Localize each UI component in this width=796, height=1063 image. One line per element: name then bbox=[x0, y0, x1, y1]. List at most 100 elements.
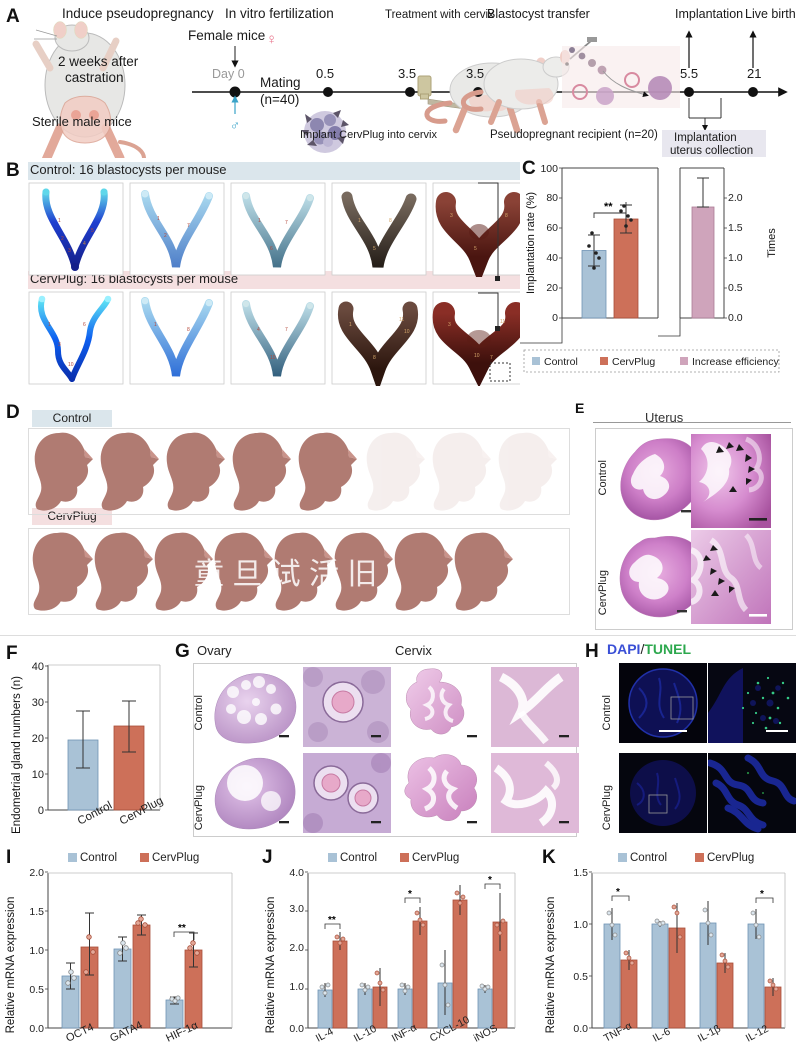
svg-text:Implantation rate (%): Implantation rate (%) bbox=[525, 192, 537, 294]
svg-text:10: 10 bbox=[68, 362, 74, 368]
svg-text:**: ** bbox=[604, 201, 613, 213]
svg-text:Control: Control bbox=[340, 852, 377, 864]
svg-text:0: 0 bbox=[552, 312, 558, 324]
svg-text:100: 100 bbox=[540, 163, 558, 175]
svg-text:80: 80 bbox=[546, 192, 558, 204]
svg-text:CervPlug: CervPlug bbox=[707, 852, 754, 864]
svg-text:Induce pseudopregnancy: Induce pseudopregnancy bbox=[62, 6, 214, 21]
svg-text:♀: ♀ bbox=[266, 31, 277, 48]
svg-text:CervPlug: CervPlug bbox=[152, 852, 199, 864]
svg-text:0.0: 0.0 bbox=[573, 1023, 588, 1035]
svg-text:**: ** bbox=[328, 915, 336, 926]
svg-text:6: 6 bbox=[83, 322, 86, 328]
svg-text:Day 0: Day 0 bbox=[212, 67, 245, 81]
svg-text:1: 1 bbox=[157, 216, 160, 222]
svg-text:Implantation: Implantation bbox=[675, 7, 743, 21]
svg-text:21: 21 bbox=[747, 66, 761, 81]
svg-text:Endometrial gland numbers (n): Endometrial gland numbers (n) bbox=[11, 676, 23, 834]
svg-text:5.5: 5.5 bbox=[680, 66, 698, 81]
svg-text:2.0: 2.0 bbox=[29, 867, 44, 879]
svg-text:0.5: 0.5 bbox=[29, 984, 44, 996]
svg-text:1: 1 bbox=[349, 322, 352, 328]
svg-text:30: 30 bbox=[32, 697, 44, 709]
svg-text:Control: Control bbox=[544, 356, 578, 368]
svg-text:1.5: 1.5 bbox=[29, 906, 44, 918]
svg-text:0.0: 0.0 bbox=[728, 312, 743, 324]
svg-text:♂: ♂ bbox=[230, 118, 240, 133]
svg-text:60: 60 bbox=[546, 222, 558, 234]
svg-text:1: 1 bbox=[258, 218, 261, 224]
svg-text:Times: Times bbox=[766, 228, 778, 258]
svg-text:Sterile male mice: Sterile male mice bbox=[32, 114, 132, 129]
svg-text:4: 4 bbox=[83, 241, 86, 247]
svg-text:10: 10 bbox=[32, 769, 44, 781]
svg-text:5: 5 bbox=[91, 228, 94, 234]
svg-text:1: 1 bbox=[58, 218, 61, 224]
svg-text:Female mice: Female mice bbox=[188, 28, 265, 43]
svg-text:10: 10 bbox=[270, 355, 276, 361]
svg-text:童 旦 试 活 旧: 童 旦 试 活 旧 bbox=[194, 558, 377, 591]
svg-text:5: 5 bbox=[373, 246, 376, 252]
svg-text:3: 3 bbox=[58, 342, 61, 348]
svg-text:8: 8 bbox=[187, 327, 190, 333]
svg-text:0.0: 0.0 bbox=[29, 1023, 44, 1035]
svg-text:CervPlug: CervPlug bbox=[612, 356, 655, 368]
svg-text:In vitro fertilization: In vitro fertilization bbox=[225, 6, 334, 21]
svg-text:Pseudopregnant recipient (n=20: Pseudopregnant recipient (n=20) bbox=[490, 129, 658, 141]
svg-text:2 weeks after: 2 weeks after bbox=[58, 54, 139, 69]
svg-text:2.0: 2.0 bbox=[728, 192, 743, 204]
svg-text:*: * bbox=[408, 889, 412, 900]
svg-text:10: 10 bbox=[404, 329, 410, 335]
svg-text:20: 20 bbox=[32, 733, 44, 745]
svg-text:5: 5 bbox=[474, 246, 477, 252]
svg-text:(n=40): (n=40) bbox=[260, 92, 299, 107]
svg-text:Mating: Mating bbox=[260, 75, 301, 90]
svg-text:CervPlug: CervPlug bbox=[412, 852, 459, 864]
svg-text:Control: Control bbox=[80, 852, 117, 864]
svg-text:*: * bbox=[616, 887, 620, 898]
svg-text:uterus collection: uterus collection bbox=[670, 145, 753, 157]
svg-text:3.5: 3.5 bbox=[398, 66, 416, 81]
svg-text:40: 40 bbox=[32, 661, 44, 673]
svg-text:8: 8 bbox=[373, 355, 376, 361]
svg-text:0.0: 0.0 bbox=[289, 1023, 304, 1035]
svg-text:0.5: 0.5 bbox=[316, 66, 334, 81]
svg-text:1.0: 1.0 bbox=[29, 945, 44, 957]
svg-text:Control: Control bbox=[630, 852, 667, 864]
svg-text:40: 40 bbox=[546, 252, 558, 264]
svg-text:Blastocyst transfer: Blastocyst transfer bbox=[487, 7, 590, 21]
svg-text:Implantation: Implantation bbox=[674, 132, 737, 144]
svg-text:Treatment with cervix: Treatment with cervix bbox=[385, 9, 494, 21]
svg-text:1.0: 1.0 bbox=[728, 252, 743, 264]
svg-text:2.0: 2.0 bbox=[289, 942, 304, 954]
svg-text:0: 0 bbox=[38, 805, 44, 817]
svg-text:11: 11 bbox=[399, 317, 404, 323]
svg-text:7: 7 bbox=[285, 327, 288, 333]
svg-text:*: * bbox=[760, 889, 764, 900]
svg-text:3.0: 3.0 bbox=[289, 903, 304, 915]
svg-text:1: 1 bbox=[358, 218, 361, 224]
svg-text:1.0: 1.0 bbox=[289, 981, 304, 993]
svg-text:Relative mRNA expression: Relative mRNA expression bbox=[545, 897, 557, 1034]
svg-text:Increase efficiency: Increase efficiency bbox=[692, 356, 780, 368]
svg-text:3.5: 3.5 bbox=[466, 66, 484, 81]
svg-text:0.5: 0.5 bbox=[573, 971, 588, 983]
svg-text:2: 2 bbox=[164, 233, 167, 239]
svg-text:1.5: 1.5 bbox=[573, 867, 588, 879]
svg-text:7: 7 bbox=[285, 220, 288, 226]
svg-text:iNOS: iNOS bbox=[472, 1022, 500, 1044]
svg-text:0.5: 0.5 bbox=[728, 282, 743, 294]
svg-text:7: 7 bbox=[187, 223, 190, 229]
svg-text:20: 20 bbox=[546, 282, 558, 294]
svg-text:**: ** bbox=[178, 923, 186, 934]
svg-text:Relative mRNA expression: Relative mRNA expression bbox=[265, 897, 277, 1034]
svg-text:3: 3 bbox=[448, 322, 451, 328]
svg-text:Live birth: Live birth bbox=[745, 7, 796, 21]
svg-text:*: * bbox=[488, 875, 492, 886]
svg-text:castration: castration bbox=[65, 70, 124, 85]
svg-text:1: 1 bbox=[154, 322, 157, 328]
svg-text:3: 3 bbox=[68, 248, 71, 254]
svg-text:8: 8 bbox=[389, 218, 392, 224]
svg-text:Implant CervPlug into cervix: Implant CervPlug into cervix bbox=[300, 129, 437, 141]
svg-text:1.5: 1.5 bbox=[728, 222, 743, 234]
